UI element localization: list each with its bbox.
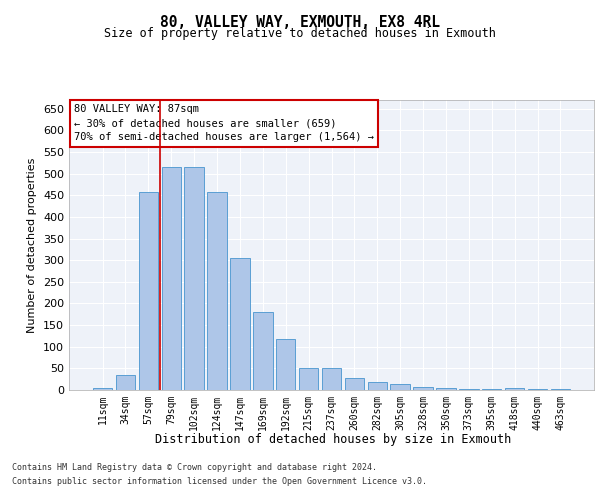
- Bar: [299, 368, 319, 390]
- Bar: [505, 388, 524, 390]
- Bar: [116, 375, 135, 390]
- Bar: [368, 382, 387, 390]
- Bar: [230, 258, 250, 390]
- Bar: [161, 167, 181, 390]
- Bar: [322, 368, 341, 390]
- Bar: [528, 388, 547, 390]
- Bar: [391, 384, 410, 390]
- Bar: [208, 192, 227, 390]
- Text: Contains HM Land Registry data © Crown copyright and database right 2024.: Contains HM Land Registry data © Crown c…: [12, 462, 377, 471]
- Bar: [93, 388, 112, 390]
- Bar: [276, 339, 295, 390]
- Y-axis label: Number of detached properties: Number of detached properties: [28, 158, 37, 332]
- Text: Distribution of detached houses by size in Exmouth: Distribution of detached houses by size …: [155, 432, 511, 446]
- Bar: [482, 388, 502, 390]
- Bar: [184, 167, 204, 390]
- Bar: [253, 312, 272, 390]
- Bar: [459, 388, 479, 390]
- Text: Contains public sector information licensed under the Open Government Licence v3: Contains public sector information licen…: [12, 478, 427, 486]
- Bar: [344, 378, 364, 390]
- Text: Size of property relative to detached houses in Exmouth: Size of property relative to detached ho…: [104, 28, 496, 40]
- Bar: [551, 388, 570, 390]
- Bar: [413, 386, 433, 390]
- Text: 80 VALLEY WAY: 87sqm
← 30% of detached houses are smaller (659)
70% of semi-deta: 80 VALLEY WAY: 87sqm ← 30% of detached h…: [74, 104, 374, 142]
- Text: 80, VALLEY WAY, EXMOUTH, EX8 4RL: 80, VALLEY WAY, EXMOUTH, EX8 4RL: [160, 15, 440, 30]
- Bar: [139, 192, 158, 390]
- Bar: [436, 388, 455, 390]
